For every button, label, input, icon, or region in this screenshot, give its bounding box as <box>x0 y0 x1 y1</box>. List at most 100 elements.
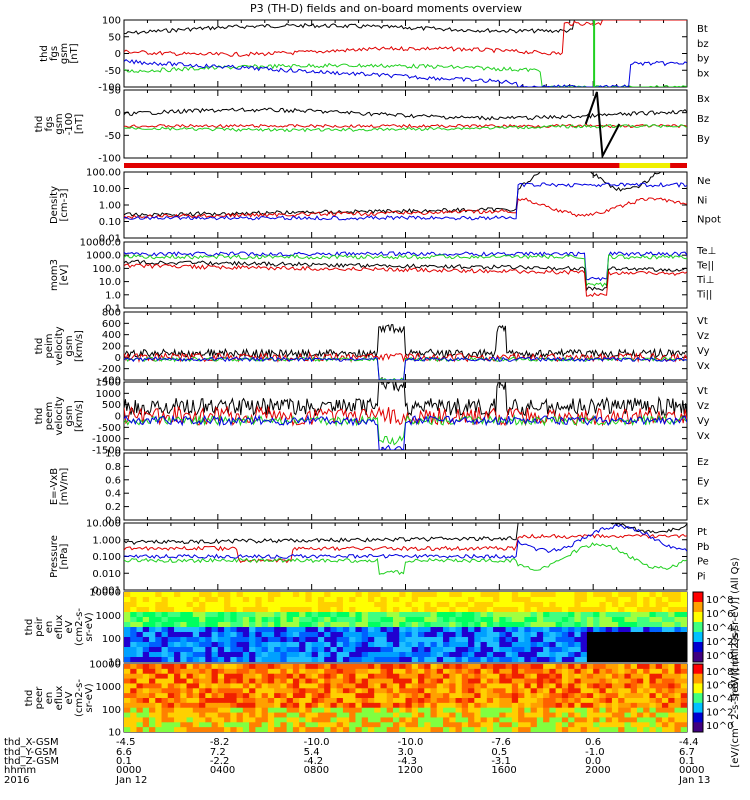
heatmap-cell <box>280 637 288 643</box>
heatmap-cell <box>367 652 375 658</box>
heatmap-cell <box>236 617 244 623</box>
heatmap-cell <box>192 627 200 633</box>
heatmap-cell <box>236 622 244 628</box>
heatmap-cell <box>167 683 175 689</box>
heatmap-cell <box>186 617 194 623</box>
heatmap-cell <box>361 657 369 662</box>
heatmap-cell <box>192 698 200 704</box>
heatmap-cell <box>380 637 388 643</box>
legend-Te⊥: Te⊥ <box>696 246 716 257</box>
heatmap-cell <box>555 678 563 684</box>
heatmap-cell <box>618 647 625 653</box>
heatmap-cell <box>242 702 250 709</box>
heatmap-cell <box>192 693 200 699</box>
heatmap-cell <box>611 652 619 658</box>
heatmap-cell <box>568 637 575 643</box>
heatmap-cell <box>205 698 213 704</box>
heatmap-cell <box>405 637 413 643</box>
heatmap-cell <box>536 688 544 694</box>
heatmap-cell <box>280 602 288 608</box>
heatmap-cell <box>217 668 225 675</box>
heatmap-cell <box>330 637 338 643</box>
heatmap-cell <box>255 693 263 699</box>
heatmap-cell <box>230 717 238 723</box>
heatmap-cell <box>568 592 575 598</box>
heatmap-cell <box>205 637 213 643</box>
heatmap-cell <box>505 702 513 709</box>
heatmap-cell <box>474 652 482 658</box>
y-axis-label: mom3 <box>49 259 60 291</box>
heatmap-cell <box>299 722 306 728</box>
heatmap-cell <box>124 678 131 684</box>
heatmap-cell <box>574 652 582 658</box>
heatmap-cell <box>618 664 625 670</box>
heatmap-cell <box>192 717 200 723</box>
heatmap-cell <box>418 707 425 714</box>
heatmap-cell <box>224 637 231 643</box>
heatmap-cell <box>674 707 682 714</box>
heatmap-cell <box>136 673 144 680</box>
heatmap-cell <box>174 622 181 628</box>
heatmap-cell <box>443 668 450 675</box>
heatmap-cell <box>443 678 450 684</box>
heatmap-cell <box>399 683 406 689</box>
y-axis-label: [mV/m] <box>59 468 70 506</box>
heatmap-cell <box>430 642 438 648</box>
heatmap-cell <box>274 712 281 718</box>
heatmap-cell <box>468 622 475 628</box>
heatmap-cell <box>317 664 325 670</box>
heatmap-cell <box>349 688 356 694</box>
heatmap-cell <box>130 664 138 670</box>
heatmap-cell <box>374 712 381 718</box>
heatmap-cell <box>424 652 432 658</box>
heatmap-cell <box>186 652 194 658</box>
heatmap-cell <box>392 607 400 613</box>
heatmap-cell <box>649 727 657 732</box>
y-tick-label: -50 <box>105 66 121 77</box>
heatmap-cell <box>236 668 244 675</box>
heatmap-cell <box>449 642 457 648</box>
x-tick-z: 0.1 <box>679 756 695 767</box>
heatmap-cell <box>430 617 438 623</box>
heatmap-cell <box>518 668 525 675</box>
heatmap-cell <box>655 717 663 723</box>
heatmap-cell <box>192 664 200 670</box>
heatmap-cell <box>261 722 269 728</box>
heatmap-cell <box>436 602 444 608</box>
heatmap-cell <box>511 678 519 684</box>
heatmap-cell <box>449 612 457 618</box>
heatmap-cell <box>361 683 369 689</box>
heatmap-cell <box>493 678 500 684</box>
heatmap-cell <box>286 693 294 699</box>
heatmap-cell <box>311 688 319 694</box>
heatmap-cell <box>330 693 338 699</box>
heatmap-cell <box>155 717 163 723</box>
heatmap-cell <box>324 683 331 689</box>
y-tick-label: 200 <box>102 342 121 353</box>
heatmap-cell <box>430 622 438 628</box>
heatmap-cell <box>530 693 538 699</box>
heatmap-cell <box>649 647 657 653</box>
heatmap-cell <box>224 617 231 623</box>
heatmap-cell <box>186 612 194 618</box>
heatmap-cell <box>668 673 675 680</box>
colorbar-tick-label: 10^4 <box>706 694 733 705</box>
heatmap-cell <box>192 647 200 653</box>
heatmap-cell <box>374 693 381 699</box>
heatmap-cell <box>586 698 594 704</box>
heatmap-cell <box>149 607 156 613</box>
heatmap-cell <box>167 627 175 633</box>
heatmap-cell <box>230 698 238 704</box>
heatmap-cell <box>530 668 538 675</box>
heatmap-cell <box>211 712 219 718</box>
heatmap-cell <box>680 712 687 718</box>
heatmap-cell <box>199 607 206 613</box>
heatmap-cell <box>355 698 363 704</box>
heatmap-cell <box>324 727 331 732</box>
y-axis-label: [eV] <box>59 265 70 286</box>
heatmap-cell <box>443 722 450 728</box>
heatmap-cell <box>618 657 625 662</box>
heatmap-cell <box>605 702 613 709</box>
heatmap-cell <box>505 688 513 694</box>
